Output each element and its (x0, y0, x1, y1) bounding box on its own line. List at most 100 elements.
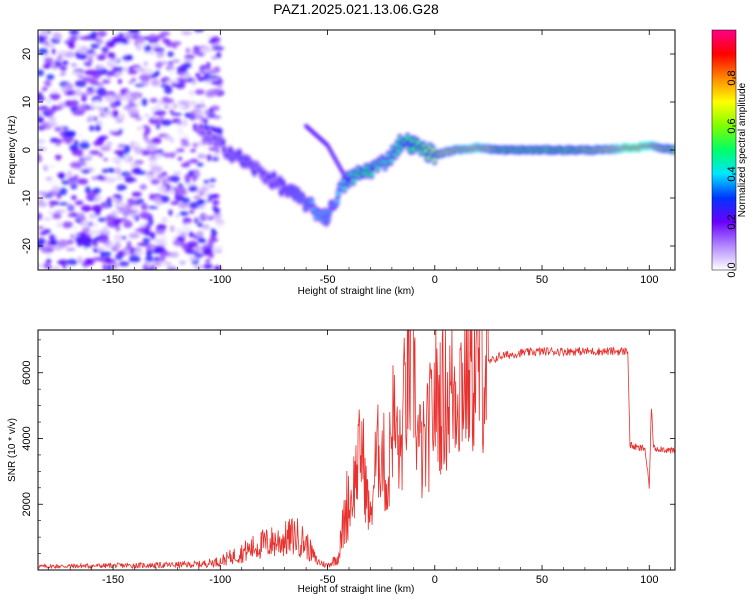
noise-blob (164, 86, 173, 95)
x-tick-label: -150 (102, 274, 124, 286)
noise-blob (217, 84, 223, 89)
noise-blob (186, 77, 194, 83)
noise-blob (80, 169, 91, 174)
noise-blob (56, 50, 68, 55)
spectrogram-x-label: Height of straight line (km) (298, 286, 415, 297)
noise-blob (159, 255, 166, 262)
noise-blob (48, 178, 58, 187)
noise-blob (140, 202, 148, 211)
noise-blob (182, 119, 188, 127)
noise-blob (75, 41, 82, 50)
noise-blob (65, 83, 72, 89)
noise-blob (102, 264, 108, 270)
noise-blob (137, 67, 146, 73)
noise-blob (147, 34, 158, 42)
noise-blob (98, 152, 104, 158)
trace-core (369, 172, 374, 177)
noise-blob (128, 80, 134, 84)
noise-blob (115, 43, 125, 47)
noise-blob (38, 226, 44, 230)
noise-blob (88, 213, 97, 219)
noise-blob (135, 45, 142, 51)
noise-blob (184, 174, 191, 181)
noise-blob (195, 72, 201, 78)
snr-y-tick-label: 2000 (21, 492, 33, 516)
noise-blob (182, 217, 192, 225)
noise-blob (117, 78, 122, 85)
noise-blob (70, 234, 75, 239)
noise-blob (52, 105, 63, 111)
noise-blob (43, 57, 54, 64)
noise-blob (164, 105, 169, 109)
trace-core (375, 165, 380, 171)
noise-blob (49, 88, 60, 94)
noise-blob (58, 202, 69, 206)
noise-blob (81, 162, 87, 166)
noise-blob (120, 113, 125, 121)
noise-blob (79, 141, 90, 150)
noise-blob (209, 186, 215, 193)
noise-blob (104, 91, 116, 96)
noise-blob (143, 133, 149, 141)
noise-blob (183, 134, 189, 140)
noise-blob (111, 199, 123, 203)
noise-blob (79, 104, 86, 110)
x-tick-label: 50 (536, 574, 548, 586)
noise-blob (46, 258, 52, 265)
noise-blob (203, 180, 209, 184)
noise-blob (47, 190, 59, 196)
noise-blob (174, 186, 187, 194)
noise-blob (200, 46, 211, 54)
noise-blob (207, 196, 212, 202)
y-tick-label: -10 (21, 190, 33, 206)
noise-blob (67, 170, 72, 177)
noise-blob (171, 235, 178, 240)
noise-blob (192, 50, 202, 56)
noise-blob (204, 72, 211, 77)
noise-blob (161, 251, 173, 257)
noise-blob (89, 230, 102, 235)
x-tick-label: -100 (209, 274, 231, 286)
noise-blob (75, 236, 84, 243)
noise-blob (150, 73, 158, 79)
noise-blob (49, 92, 61, 101)
noise-blob (71, 195, 77, 201)
snr-axes: -150 -100 -50 0 50 100 2000 4000 6000 (21, 330, 675, 586)
noise-blob (134, 228, 146, 233)
noise-blob (168, 152, 176, 158)
noise-blob (115, 167, 122, 175)
y-tick-label: 10 (21, 96, 33, 108)
noise-blob (207, 241, 214, 248)
noise-blob (59, 125, 65, 132)
colorbar-label: Normalized spectral amplitude (737, 82, 748, 217)
noise-blob (92, 82, 104, 87)
noise-blob (87, 115, 95, 122)
trace-core (271, 173, 277, 178)
noise-blob (81, 219, 91, 227)
noise-blob (149, 98, 158, 103)
noise-blob (70, 63, 78, 67)
noise-blob (147, 40, 159, 44)
noise-blob (194, 114, 205, 120)
noise-blob (201, 215, 212, 219)
noise-blob (44, 164, 57, 169)
trace-core (207, 130, 212, 136)
noise-blob (78, 36, 91, 41)
noise-blob (39, 231, 47, 236)
noise-blob (216, 222, 224, 229)
snr-y-label: SNR (10 * v/v) (7, 418, 18, 482)
noise-blob (156, 123, 161, 130)
noise-blob (186, 37, 192, 43)
trace-core (267, 175, 272, 180)
noise-blob (149, 50, 155, 55)
noise-blob (153, 261, 163, 267)
noise-blob (112, 66, 117, 74)
noise-blob (156, 99, 162, 108)
trace-core (336, 191, 341, 196)
noise-blob (170, 82, 177, 87)
noise-blob (177, 156, 183, 161)
noise-blob (57, 239, 69, 248)
noise-blob (87, 56, 93, 65)
noise-blob (96, 246, 106, 251)
